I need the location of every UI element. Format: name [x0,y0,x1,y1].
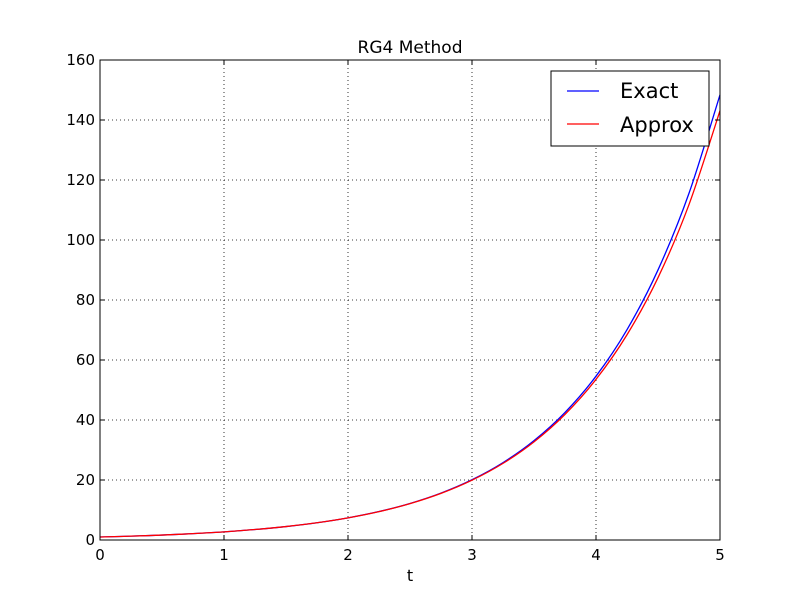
x-axis-label: t [407,566,413,585]
chart-title: RG4 Method [358,38,463,58]
y-tick-label: 60 [76,351,95,369]
y-tick-label: 120 [66,171,95,189]
series-line-approx [99,110,721,538]
x-tick-label: 3 [467,546,477,564]
legend-box [550,70,710,147]
x-tick-label: 2 [343,546,353,564]
y-tick-label: 20 [76,471,95,489]
legend-approx-label: Approx [620,113,694,137]
axis-ticks: 0 1 2 3 4 5 0 20 40 60 80 100 120 140 160 [66,51,724,564]
legend-exact-label: Exact [620,79,678,103]
legend: Exact Approx [550,70,710,147]
plot-lines [99,94,721,538]
x-tick-label: 1 [219,546,229,564]
y-tick-label: 0 [85,531,95,549]
y-tick-label: 80 [76,291,95,309]
x-tick-label: 0 [95,546,105,564]
y-tick-label: 140 [66,111,95,129]
y-tick-label: 100 [66,231,95,249]
y-tick-label: 160 [66,51,95,69]
y-tick-label: 40 [76,411,95,429]
x-tick-label: 4 [591,546,601,564]
x-tick-label: 5 [715,546,725,564]
